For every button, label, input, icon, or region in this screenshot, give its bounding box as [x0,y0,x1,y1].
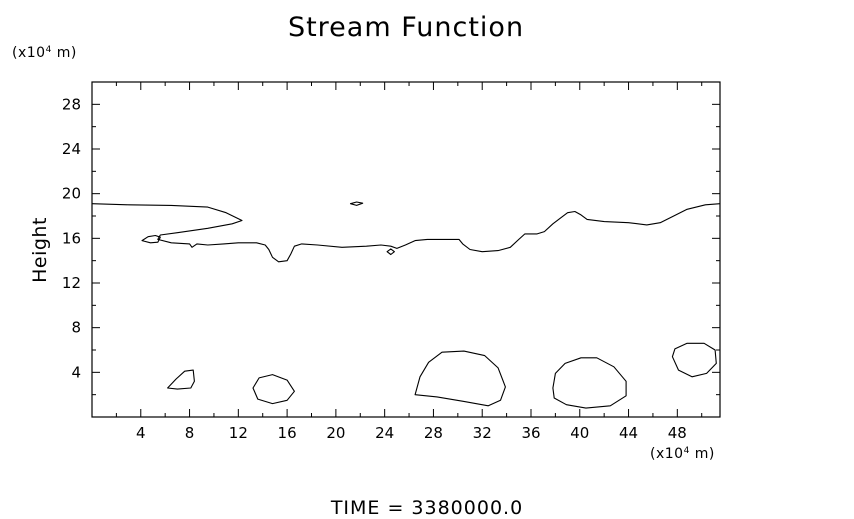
time-footer: TIME = 3380000.0 [330,497,524,519]
contour-diamond [386,248,395,256]
contour-upper-band [91,203,721,263]
contour-blob-30 [414,350,506,407]
contour-blob-49 [671,342,717,378]
y-tick-label: 16 [62,229,81,247]
chart-title: Stream Function [287,12,525,43]
x-tick-label: 24 [375,424,394,442]
x-tick-label: 32 [473,424,492,442]
x-unit-suffix: m) [689,446,715,462]
contour-lines [91,201,721,409]
y-tick-label: 8 [71,319,81,337]
x-unit-exponent: 4 [683,446,690,456]
x-tick-label: 8 [185,424,195,442]
y-tick-label: 4 [71,363,81,381]
x-tick-label: 48 [668,424,687,442]
y-tick-label: 12 [62,274,81,292]
contour-dash-top [349,201,364,206]
y-tick-label: 28 [62,95,81,113]
x-tick-label: 36 [521,424,540,442]
x-tick-label: 44 [619,424,638,442]
y-unit-suffix: m) [51,45,77,61]
y-tick-label: 24 [62,140,81,158]
x-axis-unit: (x104 m) [650,446,715,462]
x-tick-labels: 4 8 12 16 20 24 28 32 36 40 44 48 [136,424,687,442]
y-axis-unit: (x104 m) [12,45,77,61]
axis-ticks [92,82,720,417]
x-tick-label: 12 [229,424,248,442]
x-tick-label: 20 [326,424,345,442]
x-tick-label: 40 [570,424,589,442]
plot-frame [91,81,721,418]
y-tick-label: 20 [62,185,81,203]
x-tick-label: 4 [136,424,146,442]
contour-blob-40 [552,357,627,409]
contour-blob-8 [167,369,195,390]
x-unit-prefix: (x10 [650,446,684,462]
y-unit-exponent: 4 [45,45,52,55]
x-tick-label: 28 [424,424,443,442]
y-tick-labels: 4 8 12 16 20 24 28 [62,95,81,381]
contour-small-loop-left [141,234,161,244]
x-tick-label: 16 [278,424,297,442]
contour-blob-14 [252,374,295,405]
y-unit-prefix: (x10 [12,45,46,61]
